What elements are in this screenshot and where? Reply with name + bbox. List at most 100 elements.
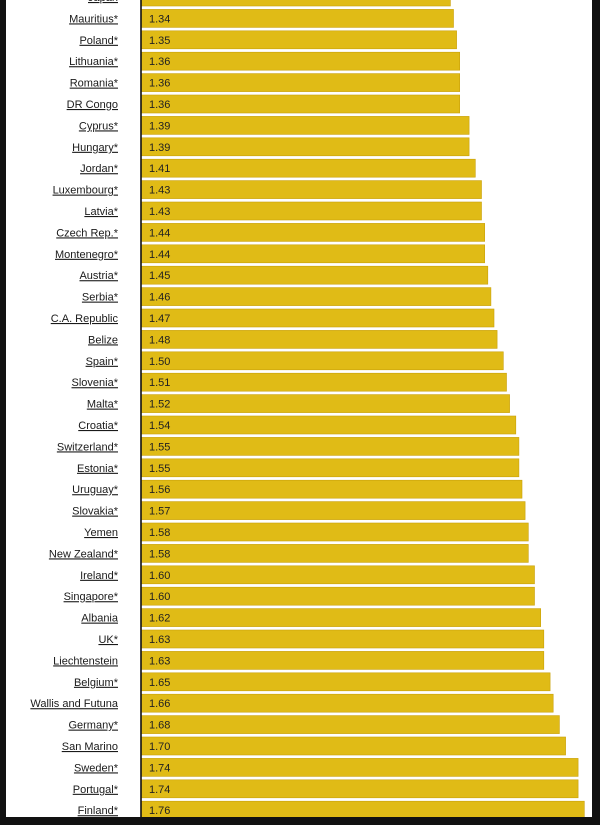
category-label[interactable]: Slovakia* xyxy=(72,506,119,518)
category-label[interactable]: Poland* xyxy=(79,35,118,47)
bar xyxy=(140,608,542,627)
bar xyxy=(140,372,507,392)
value-label: 1.55 xyxy=(149,441,170,453)
category-label[interactable]: Serbia* xyxy=(82,292,119,304)
bar xyxy=(140,586,535,606)
value-label: 1.39 xyxy=(149,120,170,132)
bar xyxy=(140,651,545,670)
category-label[interactable]: UK* xyxy=(98,634,118,646)
category-label[interactable]: Estonia* xyxy=(77,463,119,475)
bar xyxy=(140,116,470,135)
category-label[interactable]: Latvia* xyxy=(84,206,118,218)
value-label: 1.60 xyxy=(149,570,170,582)
value-label: 1.44 xyxy=(149,249,170,261)
bar xyxy=(140,30,457,50)
value-label: 1.34 xyxy=(149,13,170,25)
value-label: 1.74 xyxy=(149,784,170,796)
frame-bottom-border xyxy=(0,817,600,825)
category-label[interactable]: DR Congo xyxy=(67,99,118,111)
category-label[interactable]: Singapore* xyxy=(64,591,119,603)
bar xyxy=(140,758,579,777)
value-label: 1.63 xyxy=(149,634,170,646)
category-label[interactable]: Finland* xyxy=(78,805,119,817)
category-label[interactable]: New Zealand* xyxy=(49,548,119,560)
value-label: 1.62 xyxy=(149,613,170,625)
category-label[interactable]: Wallis and Futuna xyxy=(30,698,119,710)
bar xyxy=(140,201,482,221)
bar xyxy=(140,415,517,435)
category-label[interactable]: Germany* xyxy=(68,720,118,732)
category-label[interactable]: Lithuania* xyxy=(69,56,119,68)
frame-right-border xyxy=(592,0,600,825)
category-label[interactable]: Portugal* xyxy=(73,784,119,796)
value-label: 1.47 xyxy=(149,313,170,325)
bar xyxy=(140,180,482,199)
bar xyxy=(140,715,560,734)
category-label[interactable]: Malta* xyxy=(87,399,119,411)
value-label: 1.43 xyxy=(149,206,170,218)
value-label: 1.54 xyxy=(149,420,170,432)
category-label[interactable]: Cyprus* xyxy=(79,120,119,132)
category-label[interactable]: Hungary* xyxy=(72,142,119,154)
bar xyxy=(140,158,476,178)
bar xyxy=(140,693,554,713)
value-label: 1.57 xyxy=(149,506,170,518)
bar xyxy=(140,479,523,499)
bar xyxy=(140,437,520,456)
value-label: 1.45 xyxy=(149,270,170,282)
bar xyxy=(140,330,498,349)
value-label: 1.58 xyxy=(149,548,170,560)
value-label: 1.48 xyxy=(149,334,170,346)
value-label: 1.52 xyxy=(149,399,170,411)
value-label: 1.50 xyxy=(149,356,170,368)
bar xyxy=(140,779,579,799)
bar xyxy=(140,351,504,371)
value-label: 1.36 xyxy=(149,78,170,90)
category-label[interactable]: Sweden* xyxy=(74,762,119,774)
bar xyxy=(140,522,529,542)
category-label[interactable]: Uruguay* xyxy=(72,484,119,496)
category-label[interactable]: Switzerland* xyxy=(57,441,119,453)
category-label[interactable]: Yemen xyxy=(84,527,118,539)
category-label[interactable]: Albania xyxy=(81,613,119,625)
category-label[interactable]: Czech Rep.* xyxy=(56,227,118,239)
category-label[interactable]: Liechtenstein xyxy=(53,655,118,667)
bar xyxy=(140,458,520,478)
category-label[interactable]: Spain* xyxy=(86,356,119,368)
category-label[interactable]: Belize xyxy=(88,334,118,346)
bar xyxy=(140,244,486,264)
bar xyxy=(140,736,566,756)
value-label: 1.36 xyxy=(149,99,170,111)
bar xyxy=(140,9,454,28)
category-label[interactable]: C.A. Republic xyxy=(51,313,119,325)
value-label: 1.66 xyxy=(149,698,170,710)
bar xyxy=(140,223,486,242)
category-label[interactable]: Japan xyxy=(88,0,118,4)
bar xyxy=(140,265,489,285)
value-label: 1.36 xyxy=(149,56,170,68)
category-label[interactable]: Mauritius* xyxy=(69,13,119,25)
value-label: 1.74 xyxy=(149,762,170,774)
category-label[interactable]: Luxembourg* xyxy=(53,185,119,197)
category-label[interactable]: Montenegro* xyxy=(55,249,119,261)
category-label[interactable]: Jordan* xyxy=(80,163,119,175)
category-label[interactable]: Slovenia* xyxy=(72,377,119,389)
value-label: 1.58 xyxy=(149,527,170,539)
category-label[interactable]: Austria* xyxy=(79,270,118,282)
value-label: 1.63 xyxy=(149,655,170,667)
category-label[interactable]: Romania* xyxy=(70,78,119,90)
bar xyxy=(140,308,495,328)
value-label: 1.60 xyxy=(149,591,170,603)
value-label: 1.35 xyxy=(149,35,170,47)
bar xyxy=(140,51,461,71)
category-label[interactable]: Croatia* xyxy=(78,420,118,432)
value-label: 1.76 xyxy=(149,805,170,817)
value-label: 1.70 xyxy=(149,741,170,753)
category-label[interactable]: Ireland* xyxy=(80,570,119,582)
category-label[interactable]: Belgium* xyxy=(74,677,119,689)
category-label[interactable]: San Marino xyxy=(62,741,118,753)
bar xyxy=(140,672,551,692)
bar xyxy=(140,394,510,413)
